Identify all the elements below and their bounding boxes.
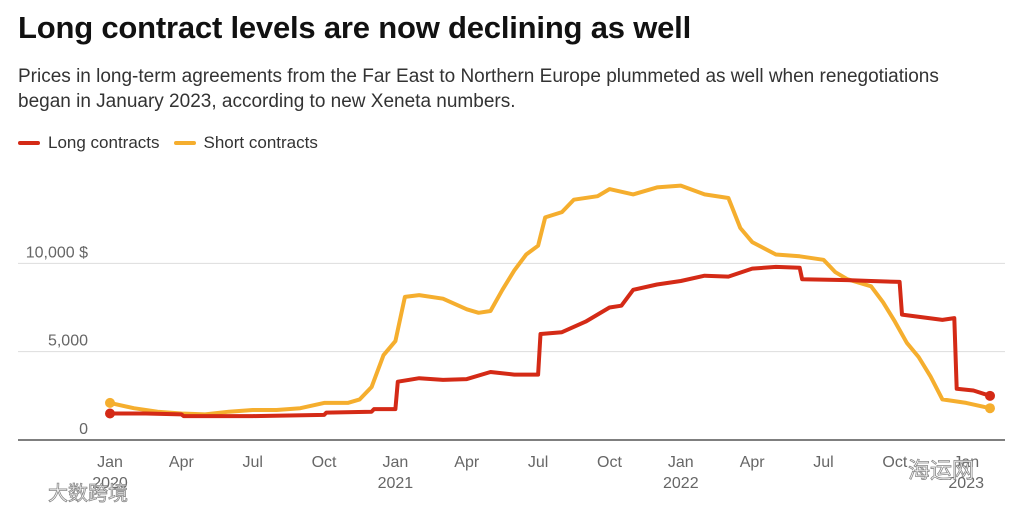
series-end-marker	[985, 403, 995, 414]
x-tick-label: Jul	[813, 454, 833, 471]
series-lines	[105, 183, 995, 419]
legend-swatch-long	[18, 141, 40, 145]
x-tick-label: Apr	[454, 454, 480, 471]
watermark-left: 大数跨境	[48, 481, 128, 505]
legend-item-short: Short contracts	[173, 133, 318, 153]
y-tick-label: 0	[79, 421, 88, 438]
legend: Long contracts Short contracts	[18, 133, 318, 153]
legend-item-long: Long contracts	[18, 133, 160, 153]
x-tick-year-label: 2021	[378, 475, 414, 492]
chart-subtitle: Prices in long-term agreements from the …	[18, 66, 939, 112]
x-axis-ticks: Jan 2020 Apr Jul Oct Jan 2021 Apr Jul Oct Jan 2022 A…	[92, 454, 984, 492]
y-tick-label: 10,000 $	[26, 244, 88, 261]
x-tick-label: Jan	[383, 454, 409, 471]
series-line-short-contracts	[108, 183, 992, 417]
x-tick-label: Oct	[882, 454, 907, 471]
x-tick-year-label: 2023	[948, 475, 984, 492]
x-tick-label: Apr	[169, 454, 195, 471]
watermarks: 大数跨境 海运网	[48, 459, 975, 506]
series-start-marker	[105, 397, 115, 408]
x-tick-label: Oct	[312, 454, 337, 471]
watermark-right: 海运网	[908, 459, 974, 484]
x-tick-label: Apr	[740, 454, 766, 471]
x-tick-label: Jul	[528, 454, 548, 471]
series-end-marker	[985, 390, 995, 401]
series-line-long-contracts	[108, 264, 992, 419]
y-axis-ticks: 0 5,000 10,000 $	[26, 244, 88, 438]
x-tick-year-label: 2022	[663, 475, 699, 492]
x-tick-year-label: 2020	[92, 475, 128, 492]
x-tick-label: Jan	[953, 454, 979, 471]
x-tick-label: Jan	[97, 454, 123, 471]
x-tick-label: Jan	[668, 454, 694, 471]
x-tick-label: Jul	[242, 454, 262, 471]
chart-title: Long contract levels are now declining a…	[18, 10, 691, 45]
legend-swatch-short	[173, 141, 196, 145]
y-tick-label: 5,000	[48, 333, 88, 350]
series-start-marker	[105, 408, 115, 419]
legend-label-short: Short contracts	[203, 133, 318, 152]
x-tick-label: Oct	[597, 454, 622, 471]
gridlines	[18, 262, 1005, 441]
legend-label-long: Long contracts	[48, 133, 160, 152]
